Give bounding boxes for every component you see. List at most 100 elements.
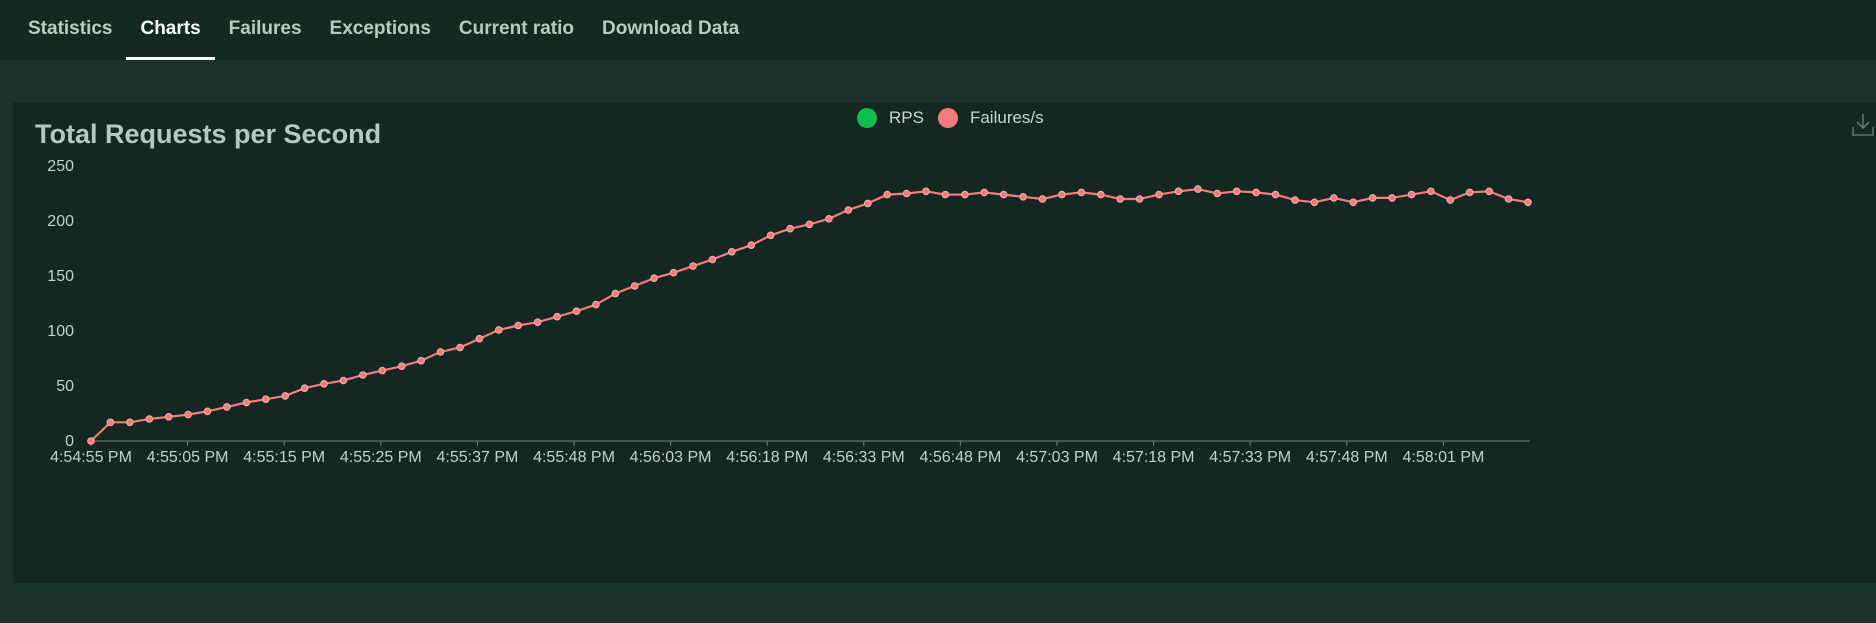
data-point [708,255,717,264]
data-point [999,190,1008,199]
data-point [611,289,620,298]
x-tick-label: 4:57:48 PM [1306,449,1388,466]
x-tick-label: 4:56:03 PM [630,449,712,466]
x-tick-label: 4:54:55 PM [50,449,132,466]
x-tick-label: 4:56:33 PM [823,449,905,466]
tab-charts[interactable]: Charts [126,0,215,60]
data-point [825,215,833,223]
y-tick-label: 200 [47,213,74,230]
data-point [728,248,736,256]
data-point [669,268,678,277]
data-point [1291,196,1299,204]
data-point [883,190,892,199]
x-tick-label: 4:55:37 PM [436,449,518,466]
data-point [320,380,328,388]
data-point [203,407,212,416]
tab-current-ratio[interactable]: Current ratio [458,18,574,39]
data-point [514,321,523,330]
data-point [689,262,697,270]
rps-line-chart: 0 50 100 150 200 250 4:54:55 PM 4:55:05 PM 4:55:… [47,158,1532,466]
x-tick-label: 4:55:25 PM [340,449,422,466]
data-point [1271,190,1280,199]
legend-dot-rps [857,108,877,128]
tab-list: Statistics Charts Failures Exceptions Curren… [14,0,753,60]
data-point [1407,190,1416,199]
data-point [1019,193,1027,201]
data-point [126,418,134,427]
data-point [1330,194,1338,202]
data-point [630,282,639,290]
data-point [747,241,756,249]
data-point [650,274,658,282]
data-point [1524,198,1532,207]
data-point [1465,188,1474,197]
data-point [436,348,445,356]
data-point [223,403,231,411]
top-navigation-bar: Statistics Charts Failures Exceptions Curren… [0,0,1876,60]
data-point [1155,190,1163,199]
data-point [397,362,406,371]
data-point [475,334,484,343]
data-point [844,206,853,214]
x-tick-label: 4:56:48 PM [919,449,1001,466]
data-point [1388,194,1396,202]
y-tick-label: 150 [47,268,74,285]
y-tick-label: 250 [47,158,74,175]
y-tick-label: 0 [65,433,74,450]
data-point [300,384,309,393]
x-tick-label: 4:55:15 PM [243,449,325,466]
data-point [533,318,542,326]
x-tick-label: 4:57:03 PM [1016,449,1098,466]
data-point [417,356,425,365]
data-point [902,189,911,198]
data-point [1485,187,1493,196]
data-point [262,395,270,404]
data-point [1077,188,1086,197]
data-point [1310,198,1319,207]
data-point [1427,187,1435,196]
tab-failures[interactable]: Failures [228,18,302,39]
data-point [281,392,290,400]
data-point [980,188,989,197]
data-point [1135,195,1144,203]
data-point [242,398,251,407]
data-point [339,376,348,385]
data-point [766,231,775,240]
x-tick-label: 4:57:18 PM [1113,449,1195,466]
data-point [1232,187,1241,196]
data-point [553,312,561,321]
x-tick-label: 4:58:01 PM [1402,449,1484,466]
tab-statistics[interactable]: Statistics [28,18,113,39]
tab-download-data[interactable]: Download Data [602,18,740,39]
data-point [572,307,581,315]
data-point [1038,195,1047,203]
tab-exceptions[interactable]: Exceptions [329,18,431,39]
y-tick-label: 50 [56,378,74,395]
legend-label-failures: Failures/s [969,108,1044,127]
data-point [1349,198,1357,207]
chart-title: Total Requests per Second [35,119,382,149]
data-point [495,326,503,334]
download-button[interactable] [1851,112,1875,138]
data-point [1097,190,1105,199]
download-icon [1852,114,1874,136]
chart-panel: 0 50 100 150 200 250 4:54:55 PM 4:55:05 PM 4:55:… [13,102,1876,583]
data-point [1252,188,1260,197]
data-point [106,418,115,427]
legend-item-failures[interactable]: Failures/s [937,108,1044,128]
data-point [1504,195,1513,203]
chart-legend: RPS Failures/s [857,108,1058,128]
data-point [378,366,387,375]
x-tick-label: 4:55:48 PM [533,449,615,466]
legend-label-rps: RPS [889,108,924,127]
data-point [1368,194,1377,202]
data-point [1058,190,1066,199]
data-point [805,220,814,229]
data-point [87,437,95,445]
data-point [592,300,600,309]
legend-item-rps[interactable]: RPS [857,108,924,128]
data-point [456,343,464,352]
data-point [1194,185,1202,193]
data-point [1446,196,1455,204]
y-tick-label: 100 [47,323,74,340]
